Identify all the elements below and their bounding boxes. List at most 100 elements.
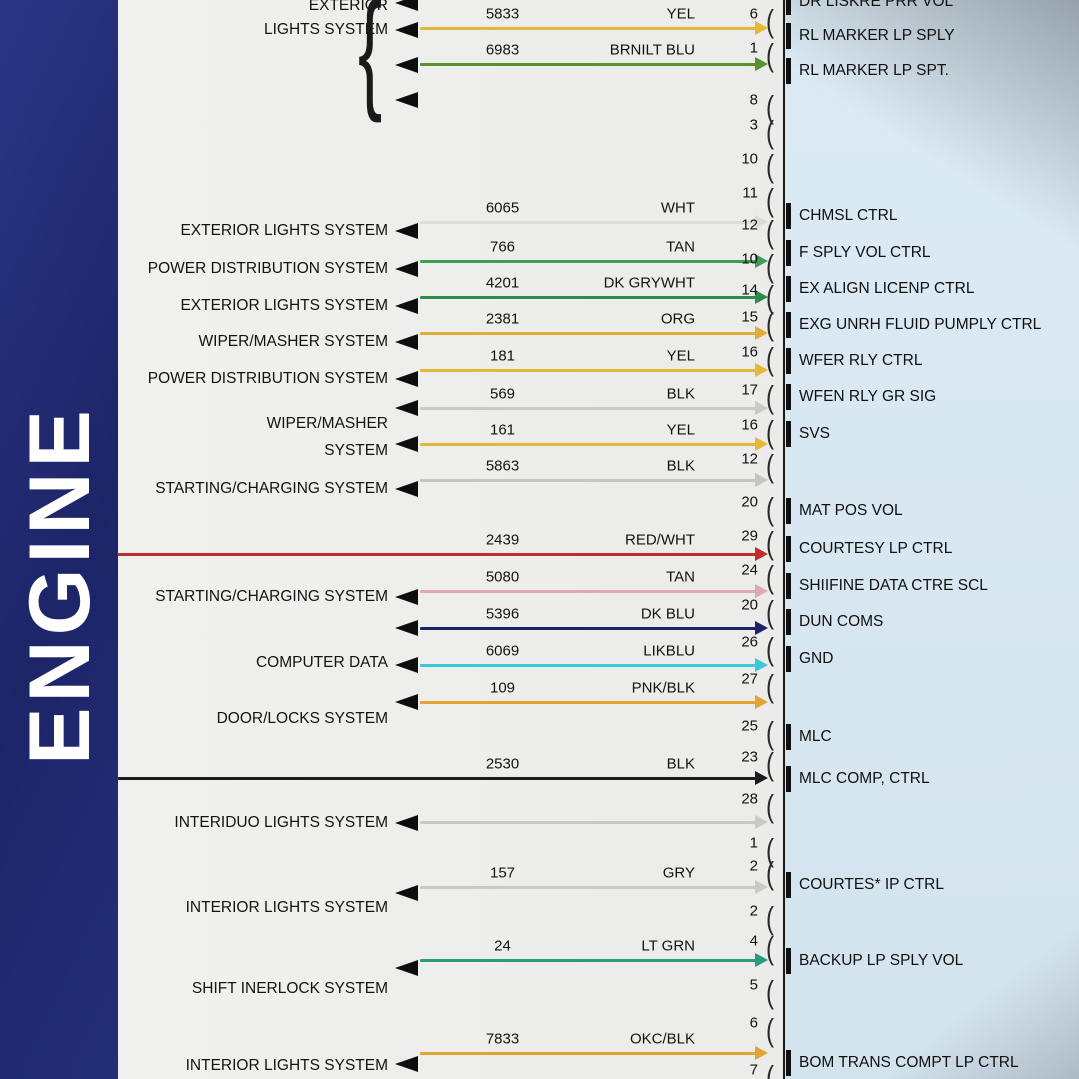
left-arrowhead-icon [395, 815, 418, 831]
pin-contact-arc-icon: ( [766, 595, 774, 631]
wire-number: 7833 [485, 1030, 520, 1048]
wire-end-arrowhead-icon [755, 363, 768, 377]
system-label: EXTERIOR LIGHTS SYSTEM [180, 222, 388, 239]
system-label: LIGHTS SYSTEM [263, 21, 388, 38]
wire-line [118, 776, 765, 780]
pin-contact-arc-icon: ( [766, 342, 774, 378]
pin-terminal-bar [786, 276, 791, 302]
wire-line [420, 62, 765, 66]
circuit-label: MLC COMP, CTRL [799, 770, 930, 787]
left-arrowhead-icon [395, 371, 418, 387]
pin-number: 12 [741, 216, 758, 234]
pin-number: 3 [749, 116, 758, 134]
pin-terminal-bar [786, 724, 791, 750]
wire-line [420, 331, 765, 335]
left-arrowhead-icon [395, 261, 418, 277]
wire-number: 5863 [485, 457, 520, 475]
pin-contact-arc-icon: ( [766, 632, 774, 668]
wire-number: 5396 [485, 605, 520, 623]
pin-terminal-bar [786, 421, 791, 447]
wire-end-arrowhead-icon [755, 953, 768, 967]
wire-line [420, 885, 765, 889]
pin-terminal-bar [786, 348, 791, 374]
wire-end-arrowhead-icon [755, 1046, 768, 1060]
wire-end-arrowhead-icon [755, 326, 768, 340]
system-label: INTERIOR LIGHTS SYSTEM [185, 899, 388, 916]
circuit-label: COURTES* IP CTRL [799, 876, 944, 893]
left-arrowhead-icon [395, 694, 418, 710]
pin-number: 5 [749, 976, 758, 994]
pin-contact-arc-icon: ( [766, 249, 774, 285]
system-label: INTERIOR LIGHTS SYSTEM [185, 1057, 388, 1074]
circuit-label: MAT POS VOL [799, 502, 903, 519]
pin-contact-arc-icon: ( [766, 975, 774, 1011]
wire-number: 6069 [485, 642, 520, 660]
circuit-label: SVS [799, 425, 831, 442]
pin-number: 8 [749, 91, 758, 109]
left-arrowhead-icon [395, 400, 418, 416]
pin-number: 6 [749, 1014, 758, 1032]
wire-end-arrowhead-icon [755, 621, 768, 635]
pin-number: 6 [749, 5, 758, 23]
wire-number: 5080 [485, 568, 520, 586]
left-arrowhead-icon [395, 436, 418, 452]
wire-number: 4201 [485, 274, 520, 292]
wire-color-code: GRY [662, 864, 695, 882]
wire-end-arrowhead-icon [755, 437, 768, 451]
wire-color-code: YEL [666, 5, 695, 23]
pin-contact-arc-icon: ( [766, 38, 774, 74]
wire-line [420, 26, 765, 30]
pin-terminal-bar [786, 1050, 791, 1076]
circuit-label: RL MARKER LP SPT. [799, 62, 949, 79]
wire-color-code: OKC/BLK [629, 1030, 695, 1048]
pin-number: 11 [742, 184, 758, 202]
pin-number: 15 [741, 308, 758, 326]
wire-number: 2381 [485, 310, 520, 328]
wire-number: 2439 [485, 531, 520, 549]
pin-contact-arc-icon: ( [766, 526, 774, 562]
wire-color-code: DK GRYWHT [603, 274, 695, 292]
pin-number: 17 [741, 381, 758, 399]
pin-terminal-bar [786, 573, 791, 599]
pin-terminal-bar [786, 498, 791, 524]
circuit-label: EX ALIGN LICENP CTRL [799, 280, 975, 297]
pin-terminal-bar [786, 646, 791, 672]
left-arrowhead-icon [395, 960, 418, 976]
left-arrowhead-icon [395, 0, 418, 11]
left-arrowhead-icon [395, 92, 418, 108]
wire-color-code: BLK [666, 457, 695, 475]
wire-line [420, 406, 765, 410]
system-label: WIPER/MASHER SYSTEM [198, 333, 388, 350]
circuit-label: DUN COMS [799, 613, 884, 630]
wire-end-arrowhead-icon [755, 401, 768, 415]
connector-group-brace: { [358, 0, 383, 123]
pin-number: 7 [749, 1061, 758, 1079]
system-label: STARTING/CHARGING SYSTEM [155, 588, 388, 605]
wire-line [118, 552, 765, 556]
wire-line [420, 442, 765, 446]
pin-terminal-bar [786, 872, 791, 898]
wire-color-code: WHT [660, 199, 695, 217]
system-label: COMPUTER DATA [255, 654, 388, 671]
left-arrowhead-icon [395, 481, 418, 497]
wire-end-arrowhead-icon [755, 584, 768, 598]
wire-number: 2530 [485, 755, 520, 773]
wire-number: 157 [489, 864, 516, 882]
pin-number: 2 [749, 857, 758, 875]
pin-terminal-bar [786, 536, 791, 562]
circuit-label: F SPLY VOL CTRL [799, 244, 931, 261]
wire-line [420, 478, 765, 482]
system-label: POWER DISTRIBUTION SYSTEM [147, 260, 388, 277]
system-label: POWER DISTRIBUTION SYSTEM [147, 370, 388, 387]
circuit-label: WFEN RLY GR SIG [799, 388, 937, 405]
pin-terminal-bar [786, 609, 791, 635]
wire-end-arrowhead-icon [755, 880, 768, 894]
pin-contact-arc-icon: ( [766, 149, 774, 185]
wire-color-code: DK BLU [640, 605, 695, 623]
engine-sidebar: ENGINE [0, 0, 118, 1079]
wire-end-arrowhead-icon [755, 21, 768, 35]
pin-contact-arc-icon: ( [766, 115, 774, 151]
wire-number: 181 [489, 347, 516, 365]
wire-line [420, 958, 765, 962]
